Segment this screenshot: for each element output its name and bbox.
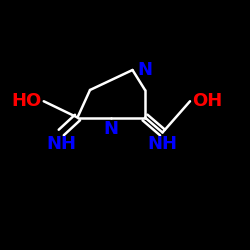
Text: NH: NH [148,135,178,153]
Text: OH: OH [192,92,223,110]
Text: NH: NH [46,135,76,153]
Text: N: N [104,120,119,138]
Text: N: N [138,61,152,79]
Text: HO: HO [11,92,41,110]
